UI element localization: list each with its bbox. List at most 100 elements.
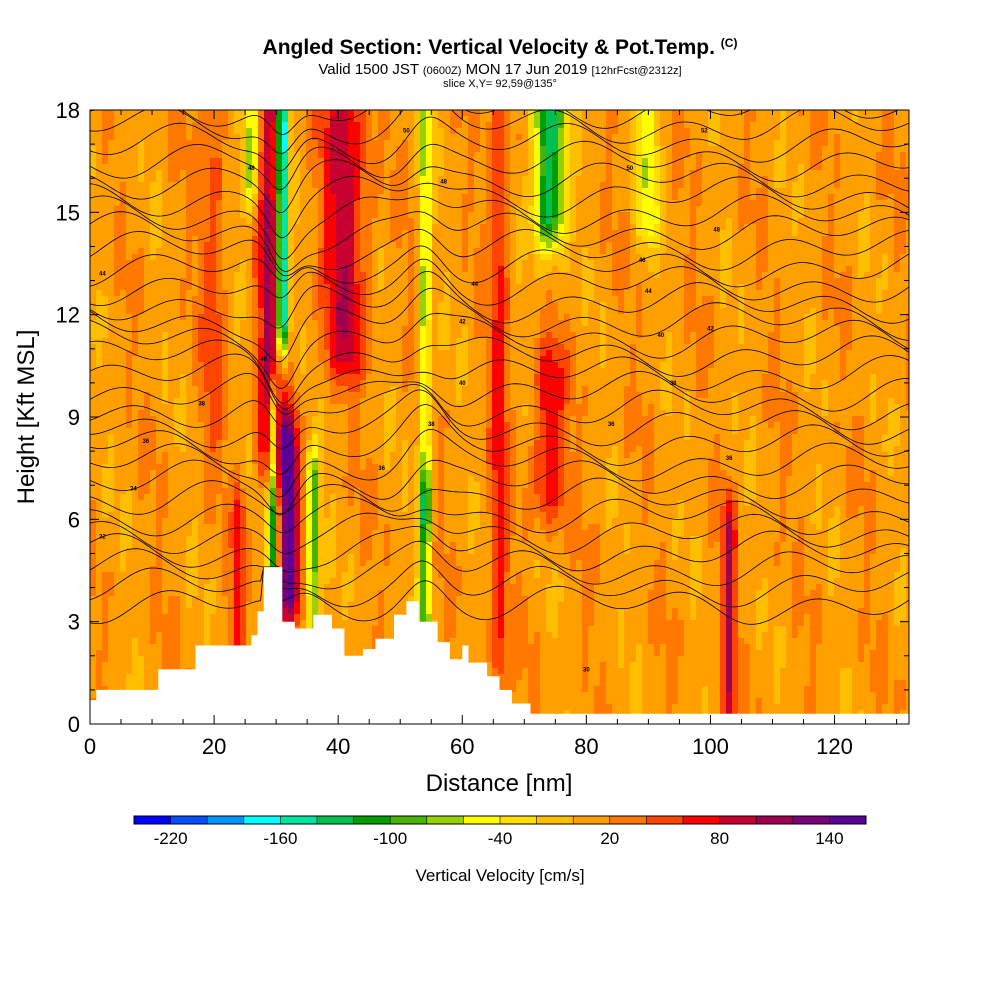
field-cell	[744, 254, 751, 261]
field-cell	[750, 140, 757, 147]
field-cell	[792, 128, 799, 135]
field-cell	[732, 248, 739, 255]
field-cell	[420, 140, 427, 147]
field-cell	[642, 248, 649, 255]
field-cell	[708, 140, 715, 147]
field-cell	[372, 122, 379, 129]
field-cell	[570, 176, 577, 183]
field-cell	[378, 122, 385, 129]
field-cell	[246, 116, 253, 123]
field-cell	[600, 242, 607, 249]
field-cell	[420, 218, 427, 225]
field-cell	[852, 110, 859, 117]
field-cell	[198, 308, 205, 315]
field-cell	[132, 146, 139, 153]
field-cell	[228, 224, 235, 231]
field-cell	[366, 266, 373, 273]
field-cell	[420, 212, 427, 219]
field-cell	[480, 242, 487, 249]
title-unit: (C)	[720, 36, 738, 50]
field-cell	[852, 200, 859, 207]
field-cell	[810, 248, 817, 255]
field-cell	[570, 158, 577, 165]
field-cell	[486, 296, 493, 303]
field-cell	[810, 224, 817, 231]
field-cell	[360, 314, 367, 321]
field-cell	[318, 320, 325, 327]
field-cell	[636, 230, 643, 237]
field-cell	[888, 272, 895, 279]
field-cell	[474, 134, 481, 141]
field-cell	[276, 296, 283, 303]
field-cell	[588, 230, 595, 237]
field-cell	[306, 284, 313, 291]
field-cell	[534, 248, 541, 255]
field-cell	[858, 110, 865, 117]
field-cell	[282, 224, 289, 231]
field-cell	[168, 122, 175, 129]
field-cell	[792, 308, 799, 315]
field-cell	[624, 224, 631, 231]
field-cell	[594, 200, 601, 207]
field-cell	[552, 248, 559, 255]
field-cell	[426, 242, 433, 249]
field-cell	[642, 212, 649, 219]
field-cell	[138, 200, 145, 207]
field-cell	[840, 176, 847, 183]
field-cell	[288, 140, 295, 147]
field-cell	[714, 260, 721, 267]
field-cell	[534, 206, 541, 213]
field-cell	[870, 170, 877, 177]
field-cell	[792, 182, 799, 189]
field-cell	[126, 254, 133, 261]
field-cell	[372, 146, 379, 153]
field-cell	[744, 266, 751, 273]
field-cell	[474, 128, 481, 135]
field-cell	[594, 182, 601, 189]
field-cell	[432, 140, 439, 147]
field-cell	[816, 308, 823, 315]
field-cell	[738, 146, 745, 153]
field-cell	[366, 230, 373, 237]
field-cell	[828, 296, 835, 303]
field-cell	[810, 194, 817, 201]
field-cell	[456, 194, 463, 201]
field-cell	[306, 128, 313, 135]
field-cell	[606, 158, 613, 165]
field-cell	[414, 128, 421, 135]
field-cell	[840, 236, 847, 243]
field-cell	[324, 134, 331, 141]
field-cell	[486, 314, 493, 321]
field-cell	[468, 182, 475, 189]
field-cell	[270, 206, 277, 213]
field-cell	[90, 182, 97, 189]
field-cell	[894, 110, 901, 117]
field-cell	[858, 272, 865, 279]
field-cell	[444, 146, 451, 153]
field-cell	[246, 146, 253, 153]
field-cell	[288, 110, 295, 117]
field-cell	[600, 158, 607, 165]
field-cell	[798, 218, 805, 225]
field-cell	[318, 308, 325, 315]
field-cell	[306, 224, 313, 231]
field-cell	[846, 182, 853, 189]
field-cell	[756, 158, 763, 165]
field-cell	[780, 122, 787, 129]
field-cell	[798, 230, 805, 237]
field-cell	[678, 140, 685, 147]
field-cell	[576, 236, 583, 243]
field-cell	[168, 302, 175, 309]
field-cell	[264, 260, 271, 267]
field-cell	[378, 170, 385, 177]
field-cell	[180, 272, 187, 279]
field-cell	[558, 140, 565, 147]
field-cell	[462, 128, 469, 135]
field-cell	[378, 314, 385, 321]
field-cell	[708, 260, 715, 267]
field-cell	[528, 128, 535, 135]
field-cell	[102, 116, 109, 123]
field-cell	[486, 248, 493, 255]
field-cell	[834, 290, 841, 297]
field-cell	[678, 200, 685, 207]
